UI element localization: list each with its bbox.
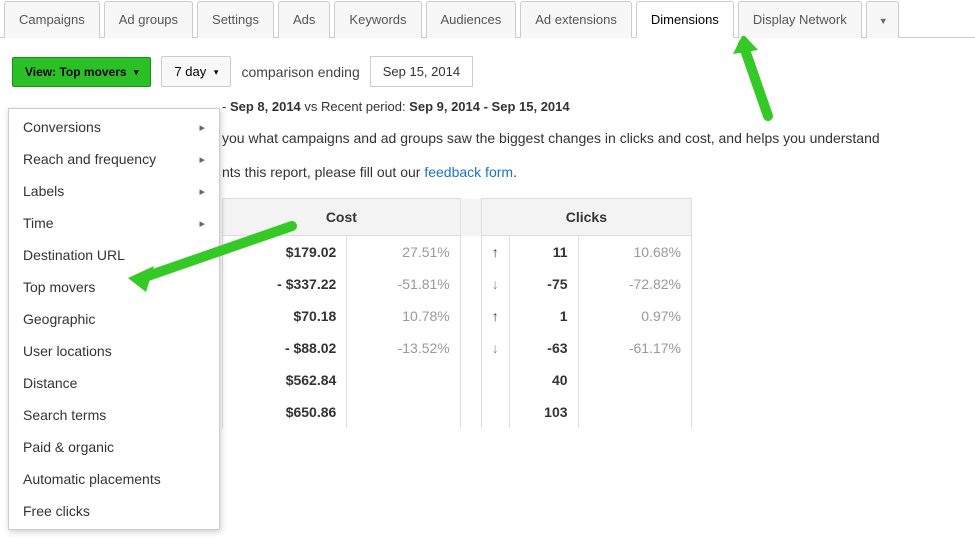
cost-value: - $337.22 bbox=[223, 268, 347, 300]
menu-item-search-terms[interactable]: Search terms bbox=[9, 399, 219, 431]
table-row: $650.86 103 bbox=[223, 396, 692, 428]
menu-item-automatic-placements[interactable]: Automatic placements bbox=[9, 463, 219, 495]
menu-item-reach-frequency[interactable]: Reach and frequency▸ bbox=[9, 143, 219, 175]
cost-value: $562.84 bbox=[223, 364, 347, 396]
tab-ads[interactable]: Ads bbox=[278, 1, 330, 38]
clicks-pct bbox=[578, 396, 691, 428]
clicks-value: 103 bbox=[509, 396, 578, 428]
table-row: $562.84 40 bbox=[223, 364, 692, 396]
direction-arrow bbox=[481, 236, 509, 269]
direction-arrow bbox=[481, 268, 509, 300]
table-row: $70.1810.78% 10.97% bbox=[223, 300, 692, 332]
clicks-pct: -61.17% bbox=[578, 332, 691, 364]
view-button-label: View: Top movers bbox=[25, 65, 127, 79]
menu-item-top-movers[interactable]: Top movers bbox=[9, 271, 219, 303]
arrow-up-icon bbox=[492, 244, 499, 260]
clicks-pct: 0.97% bbox=[578, 300, 691, 332]
tab-ad-groups[interactable]: Ad groups bbox=[104, 1, 193, 38]
clicks-value: -63 bbox=[509, 332, 578, 364]
range-button-label: 7 day bbox=[174, 64, 206, 79]
tab-settings[interactable]: Settings bbox=[197, 1, 274, 38]
cost-pct bbox=[347, 364, 460, 396]
table-row: - $337.22-51.81% -75-72.82% bbox=[223, 268, 692, 300]
cost-pct: -13.52% bbox=[347, 332, 460, 364]
table-row: - $88.02-13.52% -63-61.17% bbox=[223, 332, 692, 364]
chevron-right-icon: ▸ bbox=[199, 153, 205, 166]
menu-item-geographic[interactable]: Geographic bbox=[9, 303, 219, 335]
table-row: $179.0227.51% 1110.68% bbox=[223, 236, 692, 269]
chevron-right-icon: ▸ bbox=[199, 185, 205, 198]
arrow-down-icon bbox=[492, 340, 499, 356]
menu-item-time[interactable]: Time▸ bbox=[9, 207, 219, 239]
menu-item-free-clicks[interactable]: Free clicks bbox=[9, 495, 219, 527]
report-description: you what campaigns and ad groups saw the… bbox=[222, 130, 963, 146]
view-dropdown-menu: Conversions▸ Reach and frequency▸ Labels… bbox=[8, 108, 220, 530]
tab-audiences[interactable]: Audiences bbox=[426, 1, 517, 38]
direction-arrow bbox=[481, 300, 509, 332]
tab-campaigns[interactable]: Campaigns bbox=[4, 1, 100, 38]
caret-down-icon: ▾ bbox=[134, 67, 139, 77]
cost-pct: 27.51% bbox=[347, 236, 460, 269]
cost-value: - $88.02 bbox=[223, 332, 347, 364]
col-header-cost: Cost bbox=[223, 199, 461, 236]
tab-ad-extensions[interactable]: Ad extensions bbox=[520, 1, 632, 38]
menu-item-paid-organic[interactable]: Paid & organic bbox=[9, 431, 219, 463]
cost-value: $70.18 bbox=[223, 300, 347, 332]
menu-item-user-locations[interactable]: User locations bbox=[9, 335, 219, 367]
period-comparison-text: - Sep 8, 2014 vs Recent period: Sep 9, 2… bbox=[222, 99, 963, 114]
clicks-pct: 10.68% bbox=[578, 236, 691, 269]
menu-item-conversions[interactable]: Conversions▸ bbox=[9, 111, 219, 143]
feedback-line: nts this report, please fill out our fee… bbox=[222, 164, 963, 180]
arrow-down-icon bbox=[492, 276, 499, 292]
clicks-value: -75 bbox=[509, 268, 578, 300]
top-movers-table: Cost Clicks $179.0227.51%1110.68%- $337.… bbox=[222, 198, 692, 428]
cost-pct: -51.81% bbox=[347, 268, 460, 300]
direction-arrow bbox=[481, 332, 509, 364]
comparison-label: comparison ending bbox=[241, 64, 359, 80]
clicks-value: 11 bbox=[509, 236, 578, 269]
tab-more[interactable]: ▼ bbox=[866, 1, 899, 38]
cost-value: $650.86 bbox=[223, 396, 347, 428]
caret-down-icon: ▼ bbox=[879, 16, 888, 26]
arrow-up-icon bbox=[492, 308, 499, 324]
direction-arrow bbox=[481, 364, 509, 396]
direction-arrow bbox=[481, 396, 509, 428]
tab-display-network[interactable]: Display Network bbox=[738, 1, 862, 38]
controls-row: View: Top movers ▾ 7 day ▾ comparison en… bbox=[0, 38, 975, 97]
comparison-date-input[interactable]: Sep 15, 2014 bbox=[370, 56, 473, 87]
tab-keywords[interactable]: Keywords bbox=[334, 1, 421, 38]
main-tabs: Campaigns Ad groups Settings Ads Keyword… bbox=[0, 0, 975, 38]
feedback-link[interactable]: feedback form bbox=[424, 164, 513, 180]
col-header-clicks: Clicks bbox=[481, 199, 691, 236]
menu-item-destination-url[interactable]: Destination URL bbox=[9, 239, 219, 271]
clicks-pct: -72.82% bbox=[578, 268, 691, 300]
chevron-right-icon: ▸ bbox=[199, 121, 205, 134]
cost-value: $179.02 bbox=[223, 236, 347, 269]
view-dropdown-button[interactable]: View: Top movers ▾ bbox=[12, 57, 151, 87]
chevron-right-icon: ▸ bbox=[199, 217, 205, 230]
caret-down-icon: ▾ bbox=[214, 67, 219, 77]
clicks-pct bbox=[578, 364, 691, 396]
cost-pct bbox=[347, 396, 460, 428]
tab-dimensions[interactable]: Dimensions bbox=[636, 1, 734, 38]
clicks-value: 40 bbox=[509, 364, 578, 396]
menu-item-distance[interactable]: Distance bbox=[9, 367, 219, 399]
date-range-button[interactable]: 7 day ▾ bbox=[161, 56, 231, 87]
cost-pct: 10.78% bbox=[347, 300, 460, 332]
clicks-value: 1 bbox=[509, 300, 578, 332]
menu-item-labels[interactable]: Labels▸ bbox=[9, 175, 219, 207]
